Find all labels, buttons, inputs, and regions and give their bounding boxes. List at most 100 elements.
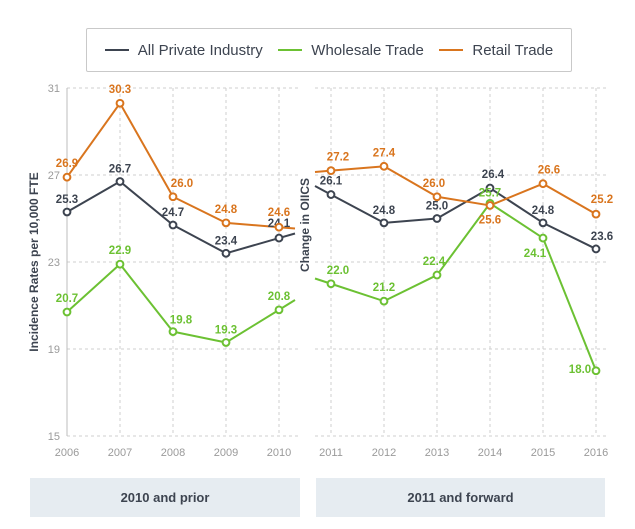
x-tick-2014: 2014 bbox=[478, 447, 502, 459]
y-tick-23: 23 bbox=[48, 257, 60, 269]
x-tick-2009: 2009 bbox=[214, 447, 238, 459]
data-label-wholesale-trade-2015: 24.1 bbox=[524, 248, 547, 260]
x-tick-2010: 2010 bbox=[267, 447, 291, 459]
data-label-all-private-industry-2013: 25.0 bbox=[426, 201, 448, 213]
data-label-all-private-industry-2008: 24.7 bbox=[162, 207, 184, 219]
data-point-all-private-industry-2015 bbox=[538, 218, 548, 228]
data-label-all-private-industry-2014: 26.4 bbox=[482, 169, 505, 181]
legend-item-all-private-industry: All Private Industry bbox=[104, 41, 263, 59]
series-line-wholesale-trade-2011-and-forward bbox=[330, 202, 597, 372]
legend-item-retail-trade: Retail Trade bbox=[439, 42, 553, 59]
data-label-retail-trade-2011: 27.2 bbox=[327, 152, 349, 164]
x-tick-2007: 2007 bbox=[108, 447, 132, 459]
data-label-retail-trade-2015: 26.6 bbox=[538, 165, 560, 177]
series-line-retail-trade-2011-and-forward bbox=[330, 165, 597, 216]
y-tick-15: 15 bbox=[48, 431, 60, 443]
legend-swatch-retail-trade bbox=[439, 49, 464, 51]
data-point-all-private-industry-2013 bbox=[432, 214, 442, 223]
data-point-wholesale-trade-2011 bbox=[326, 279, 336, 289]
data-label-wholesale-trade-2006: 20.7 bbox=[56, 293, 78, 305]
data-point-wholesale-trade-2016 bbox=[591, 366, 601, 376]
data-point-all-private-industry-2007 bbox=[115, 177, 125, 186]
chart-legend: All Private Industry Wholesale Trade Ret… bbox=[86, 28, 572, 72]
data-label-retail-trade-2008: 26.0 bbox=[171, 178, 193, 190]
data-point-retail-trade-2014 bbox=[485, 201, 495, 210]
data-label-retail-trade-2009: 24.8 bbox=[215, 204, 238, 216]
data-point-wholesale-trade-2012 bbox=[379, 296, 389, 306]
data-point-retail-trade-2011 bbox=[326, 166, 336, 176]
data-point-retail-trade-2012 bbox=[379, 161, 389, 171]
data-point-retail-trade-2016 bbox=[591, 209, 601, 219]
data-label-all-private-industry-2009: 23.4 bbox=[215, 235, 238, 247]
data-point-retail-trade-2007 bbox=[115, 98, 125, 108]
footer-label-2010-and-prior: 2010 and prior bbox=[120, 490, 210, 505]
data-label-retail-trade-2014: 25.6 bbox=[479, 214, 501, 226]
data-label-all-private-industry-2006: 25.3 bbox=[56, 194, 78, 206]
y-tick-27: 27 bbox=[48, 170, 60, 182]
data-label-all-private-industry-2016: 23.6 bbox=[591, 231, 613, 243]
data-point-retail-trade-2013 bbox=[432, 192, 442, 202]
data-label-retail-trade-2016: 25.2 bbox=[591, 194, 613, 206]
x-tick-2008: 2008 bbox=[161, 447, 185, 459]
x-tick-2011: 2011 bbox=[319, 447, 343, 459]
panel-gap bbox=[299, 86, 313, 464]
data-point-wholesale-trade-2010 bbox=[274, 305, 284, 315]
legend-item-wholesale-trade: Wholesale Trade bbox=[278, 42, 424, 59]
legend-label-all-private-industry: All Private Industry bbox=[137, 41, 263, 59]
x-tick-2013: 2013 bbox=[425, 447, 449, 459]
data-point-wholesale-trade-2007 bbox=[115, 259, 125, 269]
data-label-wholesale-trade-2009: 19.3 bbox=[215, 324, 237, 336]
panel-footer: 2010 and prior 2011 and forward bbox=[30, 478, 605, 517]
data-label-all-private-industry-2012: 24.8 bbox=[373, 205, 396, 217]
data-point-all-private-industry-2008 bbox=[168, 220, 178, 230]
data-point-retail-trade-2006 bbox=[62, 172, 72, 182]
legend-swatch-all-private-industry bbox=[104, 49, 129, 51]
data-point-retail-trade-2008 bbox=[168, 192, 178, 202]
y-tick-31: 31 bbox=[48, 83, 60, 95]
series-line-all-private-industry-2011-and-forward bbox=[330, 187, 597, 250]
data-label-wholesale-trade-2016: 18.0 bbox=[569, 364, 591, 376]
data-label-wholesale-trade-2014: 25.7 bbox=[479, 187, 501, 199]
footer-divider bbox=[300, 478, 316, 517]
data-point-all-private-industry-2010 bbox=[274, 233, 284, 243]
data-point-all-private-industry-2009 bbox=[221, 248, 231, 258]
data-label-wholesale-trade-2010: 20.8 bbox=[268, 291, 291, 303]
data-label-wholesale-trade-2012: 21.2 bbox=[373, 282, 395, 294]
data-label-wholesale-trade-2008: 19.8 bbox=[170, 315, 193, 327]
data-label-all-private-industry-2011: 26.1 bbox=[320, 176, 343, 188]
legend-swatch-wholesale-trade bbox=[278, 49, 303, 51]
data-point-wholesale-trade-2013 bbox=[432, 270, 442, 280]
legend-label-retail-trade: Retail Trade bbox=[472, 41, 554, 59]
data-point-retail-trade-2015 bbox=[538, 179, 548, 189]
x-tick-2016: 2016 bbox=[584, 447, 608, 459]
x-tick-2015: 2015 bbox=[531, 447, 555, 459]
data-label-retail-trade-2013: 26.0 bbox=[423, 178, 445, 190]
data-label-retail-trade-2010: 24.6 bbox=[268, 207, 290, 219]
y-axis-title-left: Incidence Rates per 10,000 FTE bbox=[27, 172, 41, 351]
data-label-wholesale-trade-2007: 22.9 bbox=[109, 245, 131, 257]
x-tick-2006: 2006 bbox=[55, 447, 79, 459]
data-point-wholesale-trade-2009 bbox=[221, 338, 231, 347]
data-label-retail-trade-2012: 27.4 bbox=[373, 147, 396, 159]
x-tick-2012: 2012 bbox=[372, 447, 396, 459]
legend-label-wholesale-trade: Wholesale Trade bbox=[311, 41, 424, 59]
data-point-wholesale-trade-2008 bbox=[168, 327, 178, 337]
y-axis-title-right: Change in OIICS bbox=[298, 178, 312, 272]
data-label-wholesale-trade-2013: 22.4 bbox=[423, 256, 446, 268]
data-point-all-private-industry-2012 bbox=[379, 218, 389, 228]
data-point-all-private-industry-2016 bbox=[591, 244, 601, 254]
data-label-wholesale-trade-2011: 22.0 bbox=[327, 265, 349, 277]
y-tick-19: 19 bbox=[48, 344, 60, 356]
data-point-wholesale-trade-2015 bbox=[538, 233, 548, 243]
data-point-wholesale-trade-2006 bbox=[62, 307, 72, 317]
footer-label-2011-and-forward: 2011 and forward bbox=[407, 490, 514, 505]
data-point-all-private-industry-2006 bbox=[62, 207, 72, 217]
data-point-all-private-industry-2011 bbox=[326, 190, 336, 199]
data-point-retail-trade-2009 bbox=[221, 218, 231, 228]
data-label-retail-trade-2007: 30.3 bbox=[109, 84, 131, 96]
data-point-all-private-industry-2014 bbox=[485, 183, 495, 193]
data-point-retail-trade-2010 bbox=[274, 222, 284, 232]
data-label-retail-trade-2006: 26.9 bbox=[56, 158, 78, 170]
data-label-all-private-industry-2015: 24.8 bbox=[532, 205, 555, 217]
